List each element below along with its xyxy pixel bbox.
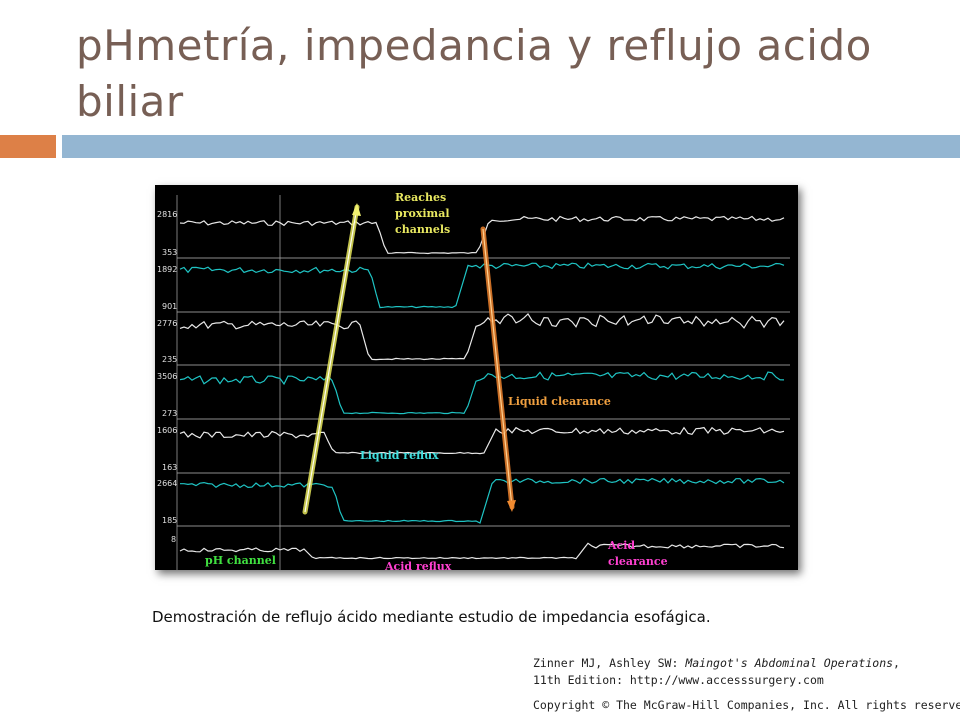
credit-line-1-end: , — [893, 656, 900, 670]
annotation-ph-channel: pH channel — [205, 554, 276, 567]
annotation-channels: channels — [395, 223, 450, 236]
tracing-traces — [179, 215, 785, 560]
credit-authors: Zinner MJ, Ashley SW: — [533, 656, 686, 670]
annotation-acid: Acid — [607, 539, 635, 552]
impedance-trace-channel-2 — [179, 262, 785, 309]
yellow-arrow-core — [304, 206, 358, 513]
credit-book-title: Maingot's Abdominal Operations — [685, 656, 894, 670]
slide-title: pHmetría, impedancia y reflujo acido bil… — [76, 21, 872, 126]
channel-3-bottom-label: 235 — [162, 355, 177, 364]
impedance-trace-channel-4 — [179, 371, 785, 415]
annotation-clearance: clearance — [608, 555, 668, 568]
impedance-trace-channel-3 — [179, 312, 785, 361]
annotation-proximal: proximal — [395, 207, 450, 220]
channel-5-top-label: 1606 — [157, 426, 177, 435]
title-accent-bar-blue — [62, 135, 960, 158]
source-credit: Zinner MJ, Ashley SW: Maingot's Abdomina… — [533, 655, 960, 714]
tracing-grid — [176, 195, 790, 570]
impedance-tracing-figure: 2816 353 1892 901 2776 235 3506 273 1606… — [155, 185, 798, 570]
channel-6-bottom-label: 185 — [162, 516, 177, 525]
credit-line-2: 11th Edition: http://www.accesssurgery.c… — [533, 673, 824, 687]
annotation-acid-reflux: Acid reflux — [384, 560, 452, 570]
yellow-arrowhead — [352, 203, 361, 216]
channel-1-bottom-label: 353 — [162, 248, 177, 257]
orange-arrowhead — [507, 500, 516, 512]
figure-caption: Demostración de reflujo ácido mediante e… — [152, 608, 711, 626]
annotation-liquid-reflux: Liquid reflux — [360, 449, 439, 462]
impedance-trace-channel-6 — [180, 477, 785, 524]
arrows — [302, 203, 516, 515]
channel-4-top-label: 3506 — [157, 372, 177, 381]
channel-4-bottom-label: 273 — [162, 409, 177, 418]
annotation-liquid-clearance: Liquid clearance — [508, 395, 611, 408]
channel-2-top-label: 1892 — [157, 265, 177, 274]
channel-1-top-label: 2816 — [157, 210, 177, 219]
channel-5-bottom-label: 163 — [162, 463, 177, 472]
impedance-tracing-image: 2816 353 1892 901 2776 235 3506 273 1606… — [155, 185, 798, 570]
title-accent-bar-orange — [0, 135, 56, 158]
channel-2-bottom-label: 901 — [162, 302, 177, 311]
credit-line-1: Zinner MJ, Ashley SW: Maingot's Abdomina… — [533, 655, 960, 672]
annotation-reaches: Reaches — [395, 191, 446, 204]
channel-6-top-label: 2664 — [157, 479, 177, 488]
orange-arrow-core — [482, 228, 513, 508]
credit-copyright: Copyright © The McGraw-Hill Companies, I… — [533, 698, 960, 712]
channel-7-top-label: 8 — [171, 535, 176, 544]
impedance-trace-channel-7 — [179, 542, 785, 560]
impedance-trace-channel-5 — [179, 426, 785, 455]
channel-3-top-label: 2776 — [157, 319, 177, 328]
